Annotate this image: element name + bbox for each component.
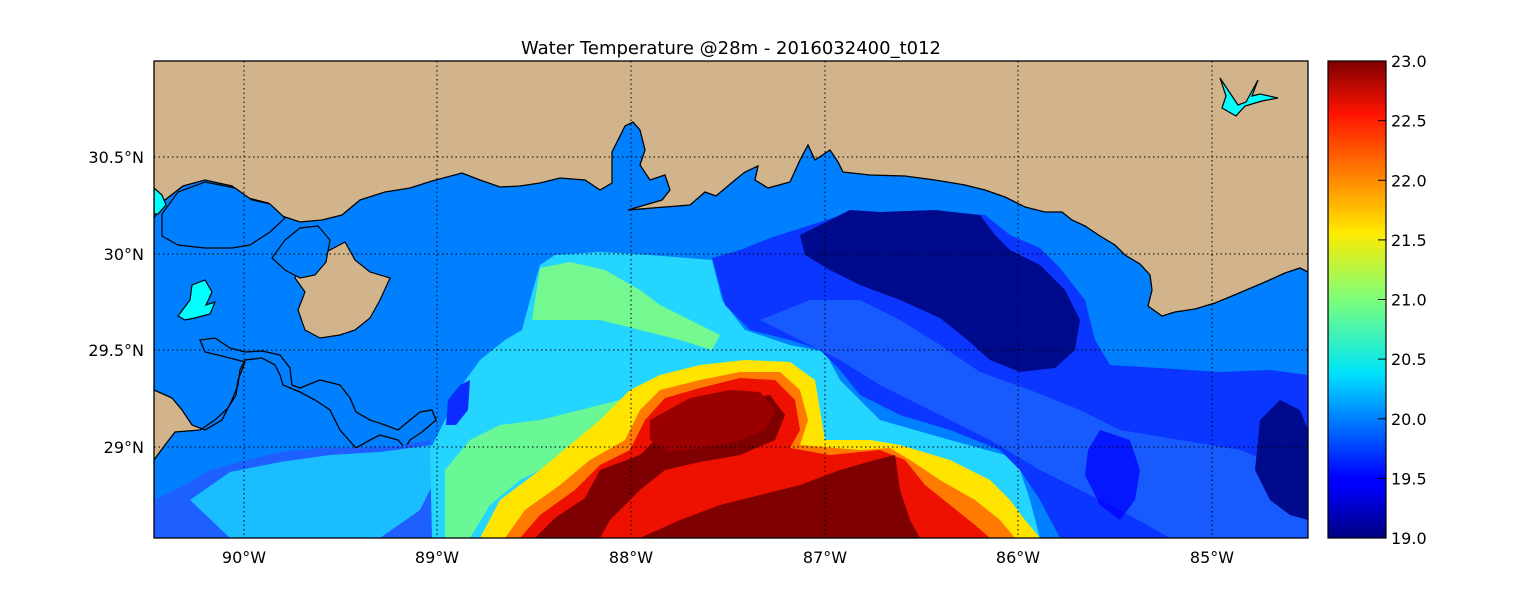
tick-label-86w: 86°W: [996, 548, 1040, 567]
temperature-patch-west-cyan: [190, 445, 440, 538]
colorbar-label-21-5: 21.5: [1391, 231, 1427, 250]
map-plot: [154, 61, 1308, 538]
temperature-patch-cold-core: [800, 210, 1080, 372]
colorbar-ticks: [1378, 120, 1386, 479]
tick-label-87w: 87°W: [803, 548, 847, 567]
grid-lines: [154, 61, 1308, 538]
inland-water-bay: [161, 181, 286, 249]
temperature-patch-cold-southeast: [1255, 400, 1308, 520]
colorbar-label-20-5: 20.5: [1391, 350, 1427, 369]
temperature-patch-eddy-warm: [650, 390, 775, 452]
tick-label-88w: 88°W: [609, 548, 653, 567]
inland-lake-west: [154, 187, 167, 215]
tick-label-29-5n: 29.5°N: [88, 341, 144, 360]
colorbar-label-19-5: 19.5: [1391, 469, 1427, 488]
colorbar-gradient: [1327, 60, 1387, 539]
colorbar-label-22-0: 22.0: [1391, 171, 1427, 190]
temperature-patch-warm-core-east: [640, 455, 920, 538]
colorbar-tick-labels: 23.0 22.5 22.0 21.5 21.0 20.5 20.0 19.5 …: [1391, 52, 1427, 548]
latitude-tick-labels: 30.5°N 30°N 29.5°N 29°N: [88, 148, 144, 457]
map-frame: [153, 60, 1309, 539]
colorbar-label-23-0: 23.0: [1391, 52, 1427, 71]
colorbar: 23.0 22.5 22.0 21.5 21.0 20.5 20.0 19.5 …: [1327, 52, 1427, 548]
longitude-tick-labels: 90°W 89°W 88°W 87°W 86°W 85°W: [222, 548, 1234, 567]
temperature-patch-east-mid-blue: [760, 300, 1308, 538]
map-title: Water Temperature @28m - 2016032400_t012: [521, 38, 941, 59]
temperature-patch-blue-filament: [1085, 430, 1140, 520]
tick-label-30-5n: 30.5°N: [88, 148, 144, 167]
tick-label-85w: 85°W: [1190, 548, 1234, 567]
tick-label-89w: 89°W: [415, 548, 459, 567]
tick-label-29n: 29°N: [104, 438, 144, 457]
colorbar-label-21-0: 21.0: [1391, 291, 1427, 310]
colorbar-label-19-0: 19.0: [1391, 529, 1427, 548]
temperature-patch-blue-northwest: [446, 380, 470, 425]
inland-lake: [177, 279, 217, 321]
tick-label-30n: 30°N: [104, 245, 144, 264]
temperature-patch-green-bands: [532, 262, 720, 350]
colorbar-label-22-5: 22.5: [1391, 112, 1427, 131]
tick-label-90w: 90°W: [222, 548, 266, 567]
lake-pontchartrain-shore: [271, 225, 331, 279]
temperature-field: [154, 210, 1308, 538]
inland-lake-east: [1219, 77, 1279, 117]
colorbar-label-20-0: 20.0: [1391, 410, 1427, 429]
